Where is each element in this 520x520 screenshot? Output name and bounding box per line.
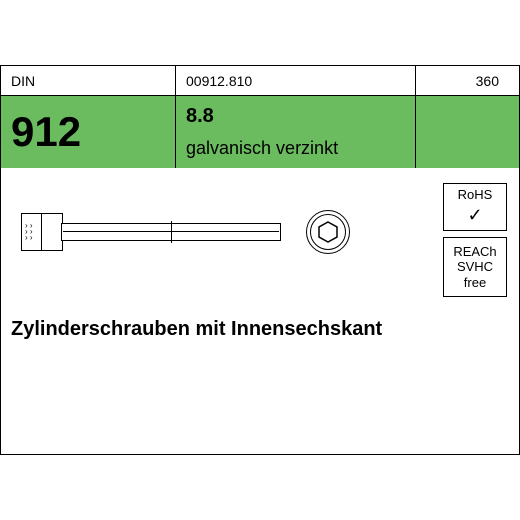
reach-line2: SVHC (457, 259, 493, 275)
spec-spacer (416, 96, 519, 168)
rohs-badge: RoHS ✓ (443, 183, 507, 231)
content-area: › ›› ›› › Zylinderschrauben mit Innensec… (1, 168, 519, 454)
product-spec-card: DIN 00912.810 360 912 8.8 galvanisch ver… (0, 65, 520, 455)
screw-head-divider (41, 213, 42, 251)
rohs-check-icon: ✓ (467, 205, 482, 227)
reach-line1: REACh (453, 244, 496, 260)
compliance-badges: RoHS ✓ REACh SVHC free (443, 183, 507, 297)
product-title: Zylinderschrauben mit Innensechskant (11, 318, 382, 341)
grade-label: 8.8 (186, 105, 214, 128)
standard-label: DIN (1, 66, 176, 95)
hex-socket-marks: › ›› ›› › (25, 223, 33, 241)
reach-badge: REACh SVHC free (443, 237, 507, 297)
thread-start-mark (171, 221, 172, 243)
spec-row: 912 8.8 galvanisch verzinkt (1, 96, 519, 168)
din-number: 912 (1, 96, 176, 168)
screw-diagram: › ›› ›› › (11, 188, 391, 288)
finish-label: galvanisch verzinkt (186, 138, 338, 159)
reach-line3: free (464, 275, 486, 291)
product-code: 00912.810 (176, 66, 416, 95)
reference-number: 360 (416, 66, 519, 95)
hex-socket-icon (318, 221, 338, 243)
rohs-label: RoHS (458, 187, 493, 203)
header-row: DIN 00912.810 360 (1, 66, 519, 96)
spec-details: 8.8 galvanisch verzinkt (176, 96, 416, 168)
